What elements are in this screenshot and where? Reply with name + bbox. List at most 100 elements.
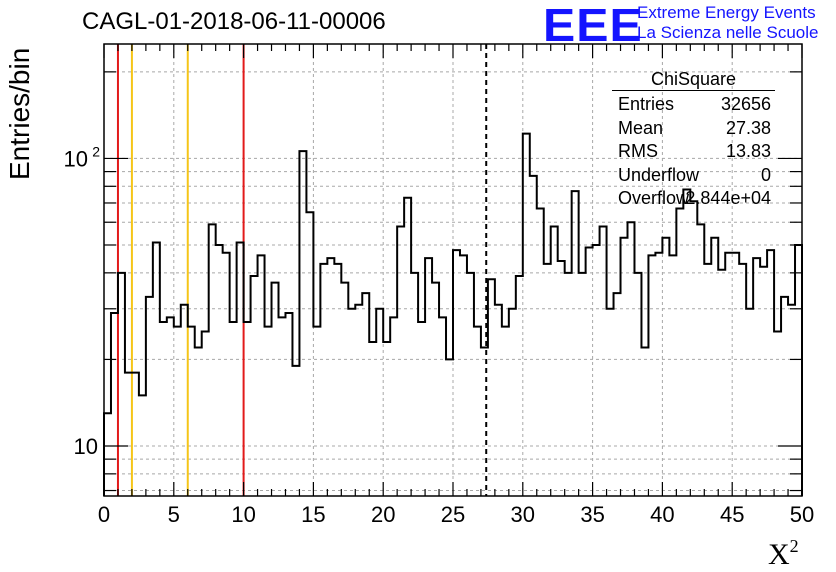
histogram-bin	[334, 264, 341, 496]
histogram-bin	[188, 327, 195, 496]
histogram-bin	[586, 248, 593, 496]
histogram-bin	[425, 258, 432, 496]
histogram-bin	[265, 327, 272, 496]
axis-ticks	[103, 44, 803, 496]
histogram-bin	[544, 264, 551, 496]
histogram-bin	[251, 276, 258, 496]
histogram-bin	[230, 322, 237, 496]
x-tick-label: 30	[511, 502, 535, 527]
stats-value: 32656	[720, 94, 771, 114]
stats-row-mean: Mean 27.38	[612, 117, 775, 141]
stats-value: 13.83	[725, 141, 771, 161]
histogram-bin	[272, 283, 279, 496]
histogram-bin	[551, 226, 558, 496]
histogram-bin	[327, 258, 334, 496]
histogram-bin	[285, 313, 292, 496]
stats-value: 2.844e+04	[685, 188, 771, 208]
histogram-bin	[621, 238, 628, 496]
histogram-bin	[718, 270, 725, 496]
histogram-bin	[579, 273, 586, 496]
histogram-bin	[795, 245, 802, 496]
histogram-bin	[125, 373, 132, 496]
histogram-outline	[103, 132, 803, 496]
histogram-bin	[146, 297, 153, 496]
histogram-bin	[418, 322, 425, 496]
histogram-bin	[118, 273, 125, 496]
histogram-bin	[299, 151, 306, 496]
histogram-bin	[774, 332, 781, 496]
histogram-bin	[258, 255, 265, 496]
histogram-bin	[641, 348, 648, 496]
histogram-bin	[104, 413, 111, 496]
histogram-bin	[732, 253, 739, 496]
histogram-bin	[488, 279, 495, 496]
x-tick-label: 50	[790, 502, 814, 527]
histogram-bin	[683, 189, 690, 496]
y-tick-label: 10	[64, 146, 88, 171]
histogram-bin	[132, 373, 139, 496]
x-tick-label: 45	[720, 502, 744, 527]
histogram-bin	[614, 293, 621, 496]
histogram-bin	[181, 305, 188, 496]
histogram-bin	[397, 226, 404, 496]
histogram-bin	[453, 250, 460, 496]
histogram-bin	[223, 253, 230, 496]
histogram-bin	[516, 276, 523, 496]
histogram-bin	[648, 255, 655, 496]
histogram-bin	[697, 224, 704, 496]
x-tick-label: 10	[231, 502, 255, 527]
histogram-bin	[244, 322, 251, 496]
histogram-bin	[341, 283, 348, 496]
histogram-bin	[509, 309, 516, 496]
histogram-bin	[237, 243, 244, 496]
histogram-bin	[348, 309, 355, 496]
x-tick-label: 35	[580, 502, 604, 527]
histogram-bin	[467, 273, 474, 496]
histogram-bin	[195, 348, 202, 496]
x-tick-label: 0	[98, 502, 110, 527]
histogram-bin	[481, 348, 488, 496]
histogram-bin	[139, 395, 146, 496]
x-tick-label: 5	[168, 502, 180, 527]
histogram-bin	[160, 322, 167, 496]
histogram-bin	[711, 238, 718, 496]
histogram-bin	[313, 327, 320, 496]
y-axis-label: Entries/bin	[4, 47, 35, 180]
histogram-bin	[725, 253, 732, 496]
histogram-bin	[690, 201, 697, 496]
stats-row-rms: RMS 13.83	[612, 140, 775, 164]
histogram-bin	[655, 253, 662, 496]
stats-key: Underflow	[618, 164, 700, 185]
histogram-bin	[320, 264, 327, 496]
histogram-bin	[446, 359, 453, 496]
stats-value: 0	[760, 164, 771, 185]
histogram-bin	[628, 222, 635, 496]
histogram-bin	[460, 255, 467, 496]
histogram-bin	[369, 342, 376, 496]
histogram-bin	[704, 264, 711, 496]
stats-row-entries: Entries 32656	[612, 93, 775, 117]
logo-caption-line1: Extreme Energy Events	[637, 3, 816, 22]
histogram-series	[103, 132, 803, 496]
histogram-bin	[495, 305, 502, 496]
histogram-bin	[669, 255, 676, 496]
histogram-bin	[530, 176, 537, 496]
stats-box: ChiSquare Entries 32656 Mean 27.38 RMS 1…	[612, 68, 775, 211]
histogram-bin	[390, 317, 397, 496]
y-tick-label-exponent: 2	[92, 143, 100, 159]
histogram-bin	[523, 134, 530, 496]
stats-key: RMS	[618, 141, 658, 161]
histogram-bin	[746, 309, 753, 496]
histogram-bin	[593, 245, 600, 496]
histogram-bin	[760, 267, 767, 496]
histogram-bin	[209, 224, 216, 496]
y-tick-label: 10	[74, 434, 98, 459]
histogram-bin	[376, 309, 383, 496]
histogram-bin	[676, 208, 683, 496]
histogram-bin	[558, 261, 565, 496]
histogram-bin	[216, 245, 223, 496]
histogram-bin	[634, 273, 641, 496]
histogram-bin	[781, 297, 788, 496]
histogram-bin	[662, 238, 669, 496]
